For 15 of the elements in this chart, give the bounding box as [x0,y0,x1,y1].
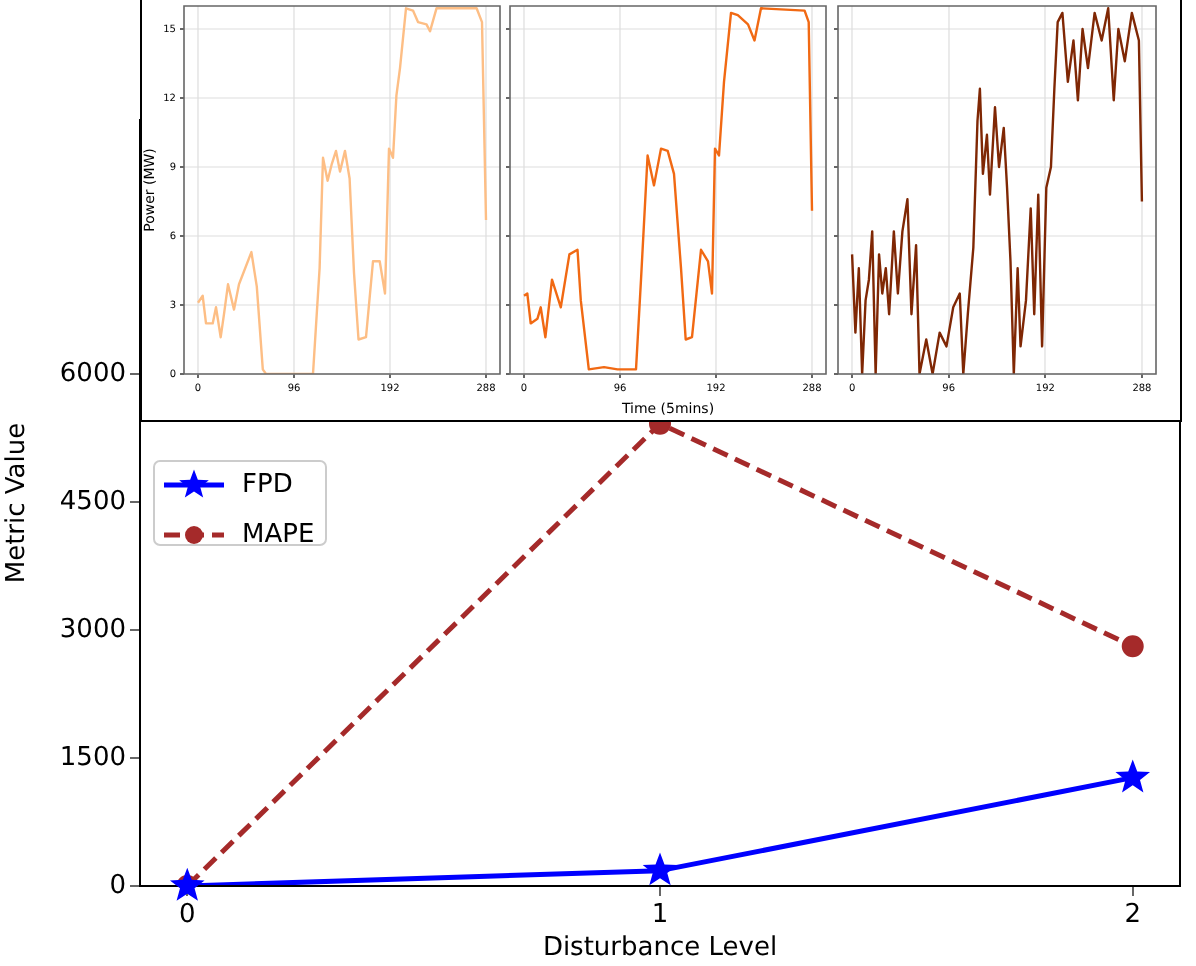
x-tick-label: 2 [1124,900,1142,931]
x-axis-title: Disturbance Level [542,933,778,964]
y-tick-label: 6000 [59,358,126,389]
y-axis-title: Metric Value [2,422,33,584]
y-tick-label: 0 [109,870,126,901]
point [1115,759,1151,793]
y-tick-label: 1500 [59,742,126,773]
legend-label: FPD [242,469,293,500]
point [642,852,678,886]
y-tick-label: 4500 [59,486,126,517]
legend-label: MAPE [242,519,315,550]
x-tick-label: 1 [651,900,669,931]
point [169,867,205,901]
y-tick-label: 3000 [59,614,126,645]
point [1121,635,1144,658]
